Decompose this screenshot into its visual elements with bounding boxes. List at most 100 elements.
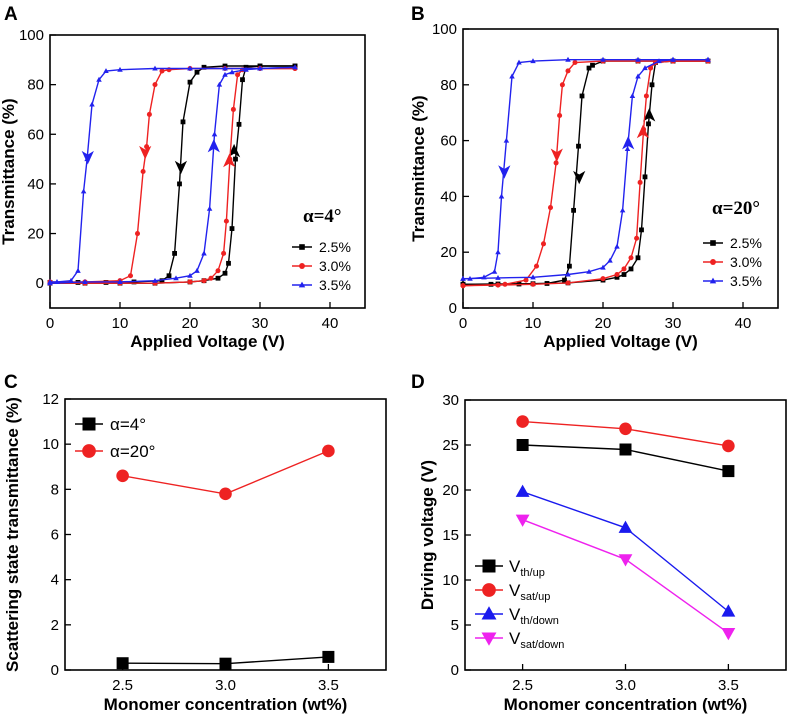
curve-down: [50, 65, 295, 284]
legend-marker: [710, 240, 716, 246]
data-point: [229, 69, 235, 75]
y-tick-label: 15: [442, 527, 459, 544]
data-point: [614, 272, 620, 278]
data-point: [559, 82, 565, 88]
data-point: [219, 487, 232, 501]
data-point: [576, 143, 581, 149]
series-3.5%: [460, 56, 711, 281]
x-tick-label: 20: [182, 315, 199, 332]
data-point: [117, 66, 123, 72]
legend-item: 2.5%: [703, 235, 762, 251]
data-point: [194, 69, 200, 75]
data-point: [47, 279, 53, 284]
data-point: [222, 65, 228, 71]
data-point: [530, 58, 536, 64]
direction-arrow: [223, 153, 236, 168]
data-point: [565, 280, 571, 286]
data-point: [586, 65, 592, 71]
legend-item: Vth/up: [475, 557, 545, 579]
panel-letter: B: [411, 4, 425, 25]
curve-down: [463, 60, 708, 285]
y-axis-label: Transmittance (%): [0, 98, 18, 244]
x-tick-label: 40: [735, 315, 752, 332]
legend-item: α=20°: [75, 442, 155, 461]
x-tick-label: 20: [595, 315, 612, 332]
y-tick-label: 0: [451, 662, 459, 679]
y-axis-label: Transmittance (%): [409, 95, 428, 241]
y-tick-label: 20: [440, 244, 457, 261]
data-point: [172, 251, 177, 256]
x-axis-label: Applied Voltage (V): [543, 332, 698, 351]
data-point: [173, 275, 179, 281]
legend-label: α=20°: [110, 442, 155, 461]
data-point: [722, 439, 735, 453]
x-tick-label: 3.5: [318, 677, 339, 694]
y-tick-label: 25: [442, 437, 459, 454]
legend-marker: [299, 263, 305, 269]
legend-marker: [82, 444, 96, 458]
y-tick-label: 5: [451, 617, 459, 634]
data-point: [144, 144, 150, 150]
curve-up: [462, 60, 708, 285]
data-point: [721, 604, 736, 617]
x-tick-label: 0: [459, 315, 467, 332]
legend-marker: [82, 417, 96, 431]
curve-up: [50, 67, 295, 284]
data-point: [721, 628, 736, 641]
x-tick-label: 30: [252, 315, 269, 332]
legend-marker: [709, 277, 717, 284]
data-point: [705, 56, 711, 62]
data-point: [614, 274, 620, 280]
curve-up: [50, 65, 295, 284]
panel-letter: D: [411, 372, 425, 393]
data-point: [624, 146, 631, 152]
data-point: [565, 68, 571, 74]
x-tick-label: 3.0: [615, 677, 636, 694]
legend-label: Vsat/down: [509, 629, 564, 651]
data-point: [180, 119, 186, 125]
data-point: [600, 276, 606, 282]
data-point: [495, 274, 501, 280]
series: [516, 415, 735, 453]
curve-up: [49, 66, 296, 284]
series: [116, 444, 335, 501]
alpha-annotation: α=4°: [303, 206, 342, 227]
panel-letter: C: [4, 372, 18, 393]
data-point: [127, 273, 134, 279]
data-point: [233, 156, 238, 162]
data-point: [460, 283, 466, 289]
data-point: [177, 181, 182, 187]
data-point: [516, 59, 522, 65]
x-tick-label: 30: [665, 315, 682, 332]
data-point: [619, 207, 626, 213]
data-point: [628, 255, 634, 261]
legend-label: 2.5%: [319, 239, 351, 255]
data-point: [152, 82, 158, 88]
panel-b: B 0 10 20 30 40 0 20 40 60 80 100 Applied Voltage (V…: [409, 4, 779, 351]
y-tick-label: 80: [440, 77, 457, 94]
data-point: [221, 250, 227, 256]
series: [116, 650, 335, 670]
data-point: [530, 281, 536, 287]
data-point: [619, 443, 632, 456]
data-point: [208, 275, 214, 281]
data-point: [565, 271, 571, 277]
data-point: [116, 657, 129, 670]
data-point: [460, 275, 466, 281]
data-point: [194, 267, 200, 273]
data-point: [481, 274, 487, 280]
legend-label: 2.5%: [730, 235, 762, 251]
x-axis-label: Monomer concentration (wt%): [104, 695, 348, 714]
data-point: [621, 272, 627, 277]
data-point: [540, 241, 547, 247]
data-point: [215, 268, 221, 274]
data-point: [322, 444, 335, 458]
data-point: [187, 279, 193, 285]
data-point: [201, 250, 207, 256]
panel-a: A 0 10 20 30 40 0 20 40 60 80 100 Applied Voltage (V…: [0, 4, 366, 351]
data-point: [159, 68, 165, 74]
series: [515, 514, 736, 641]
data-point: [639, 227, 644, 233]
data-point: [166, 273, 172, 279]
data-point: [523, 277, 529, 283]
